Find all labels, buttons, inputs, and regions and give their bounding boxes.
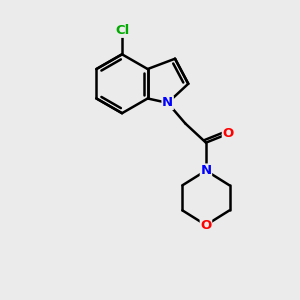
Text: N: N [162,96,173,110]
Text: Cl: Cl [115,24,129,37]
Text: N: N [200,164,211,177]
Text: O: O [222,127,234,140]
Text: O: O [200,219,211,232]
